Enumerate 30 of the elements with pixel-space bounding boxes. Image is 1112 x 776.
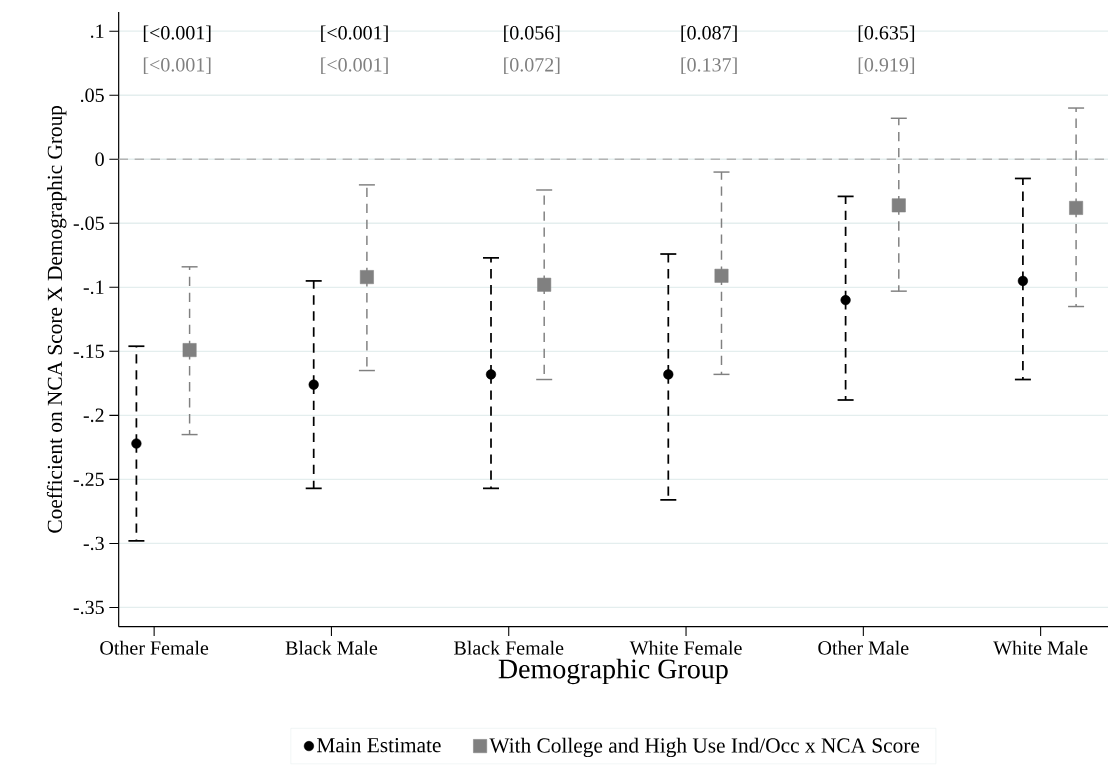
x-tick-label: Black Female — [454, 640, 564, 655]
y-tick-label: .1 — [90, 24, 104, 38]
y-tick-label: -.35 — [73, 600, 104, 615]
x-tick-label: Black Male — [285, 640, 378, 655]
annotation: [0.056] — [504, 25, 560, 43]
annotation: [<0.001] — [143, 57, 211, 75]
annotation: [0.072] — [504, 57, 560, 75]
y-tick-label: -.05 — [73, 216, 104, 231]
x-tick-label: White Female — [629, 640, 742, 655]
y-tick-label: -.15 — [73, 344, 104, 359]
x-tick-label: Other Male — [818, 640, 909, 655]
legend-label: With College and High Use Ind/Occ x NCA Score — [489, 737, 920, 758]
x-tick-label: Other Female — [100, 640, 209, 655]
y-tick-label: -.25 — [73, 472, 104, 487]
annotation: [0.919] — [858, 57, 915, 75]
y-tick-label: 0 — [95, 152, 104, 166]
annotation: [<0.001] — [321, 25, 388, 43]
legend-label: Main Estimate — [317, 738, 441, 753]
annotation: [<0.001] — [143, 25, 211, 43]
y-tick-label: .05 — [80, 88, 104, 103]
x-axis-title: Demographic Group — [498, 658, 728, 685]
y-tick-label: -.3 — [83, 536, 104, 551]
annotation: [<0.001] — [321, 57, 388, 75]
y-tick-label: -.1 — [83, 280, 104, 295]
y-axis-title: Coefficient on NCA Score X Demographic Group — [46, 105, 67, 533]
annotation: [0.635] — [858, 25, 915, 43]
y-tick-label: -.2 — [83, 408, 104, 423]
annotation: [0.087] — [681, 25, 737, 43]
annotation: [0.137] — [681, 57, 737, 75]
x-tick-label: White Male — [993, 640, 1088, 655]
